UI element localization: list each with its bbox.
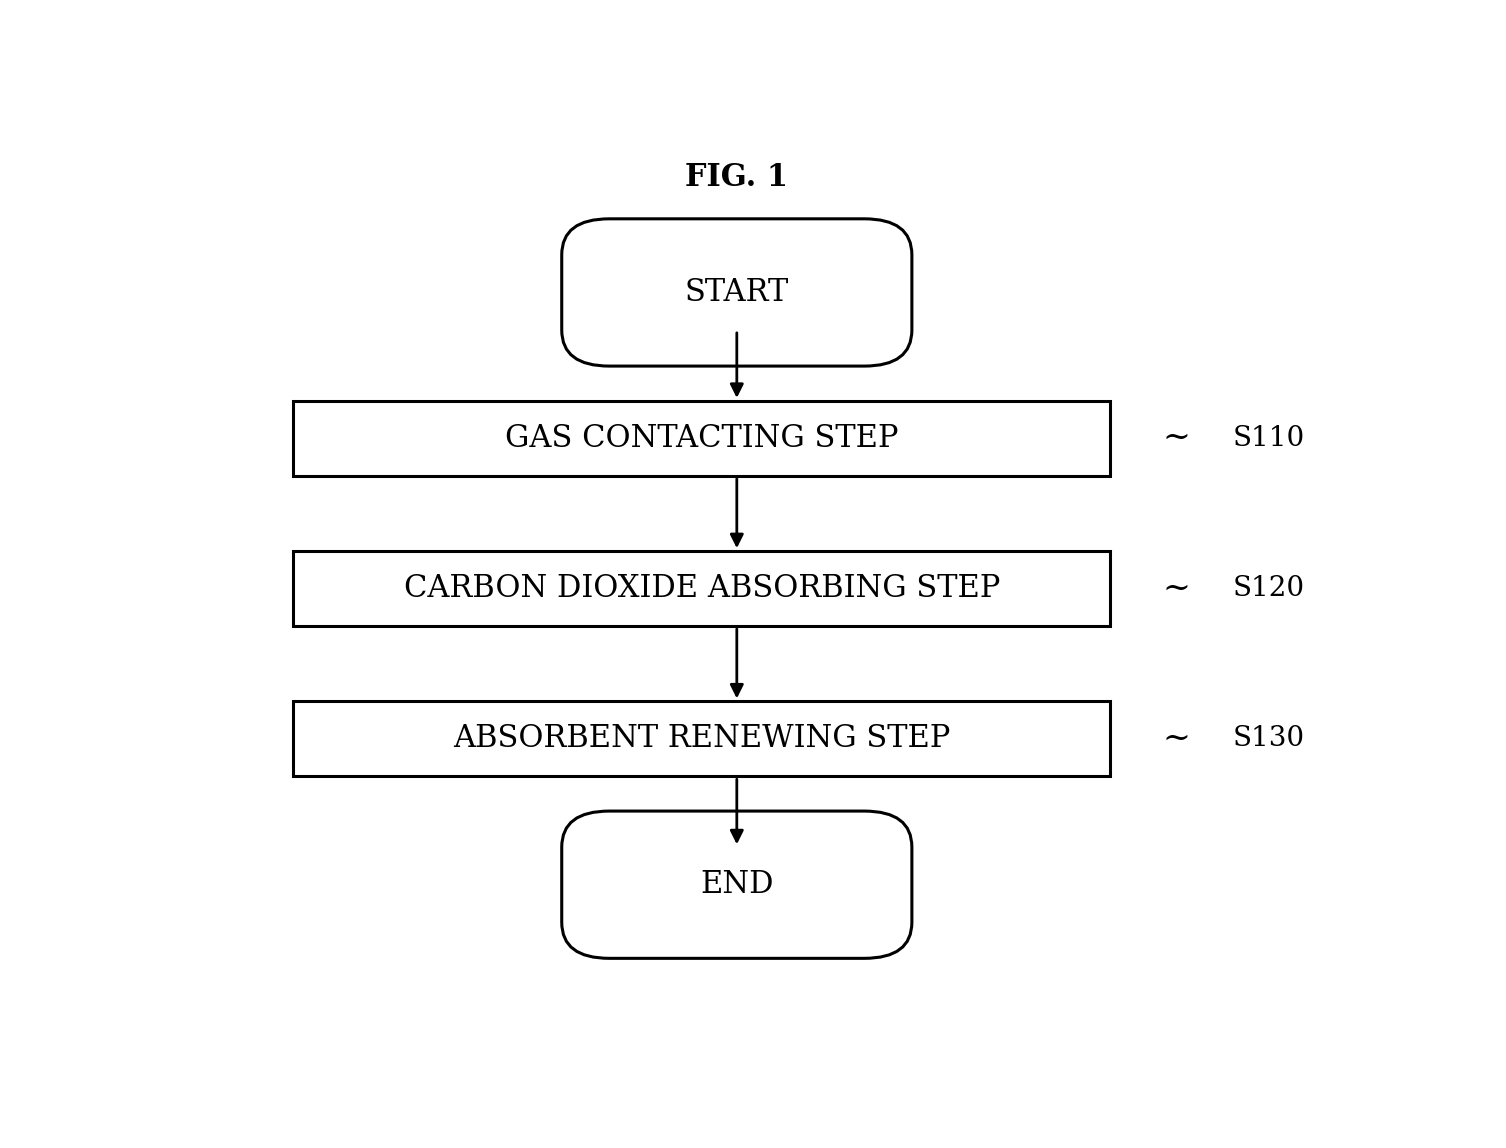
Text: GAS CONTACTING STEP: GAS CONTACTING STEP <box>505 422 899 453</box>
Text: END: END <box>700 869 774 900</box>
Bar <box>294 551 1110 626</box>
Text: ~: ~ <box>1163 422 1191 455</box>
Text: S110: S110 <box>1233 425 1306 452</box>
Text: S130: S130 <box>1233 726 1306 752</box>
Text: S120: S120 <box>1233 575 1306 602</box>
FancyBboxPatch shape <box>562 219 911 366</box>
FancyBboxPatch shape <box>562 812 911 959</box>
Text: ~: ~ <box>1163 573 1191 605</box>
Bar <box>294 401 1110 476</box>
Text: ABSORBENT RENEWING STEP: ABSORBENT RENEWING STEP <box>453 723 950 754</box>
Text: CARBON DIOXIDE ABSORBING STEP: CARBON DIOXIDE ABSORBING STEP <box>404 573 1000 604</box>
Text: START: START <box>685 277 789 308</box>
Text: ~: ~ <box>1163 723 1191 755</box>
Text: FIG. 1: FIG. 1 <box>685 162 788 193</box>
Bar <box>294 701 1110 776</box>
